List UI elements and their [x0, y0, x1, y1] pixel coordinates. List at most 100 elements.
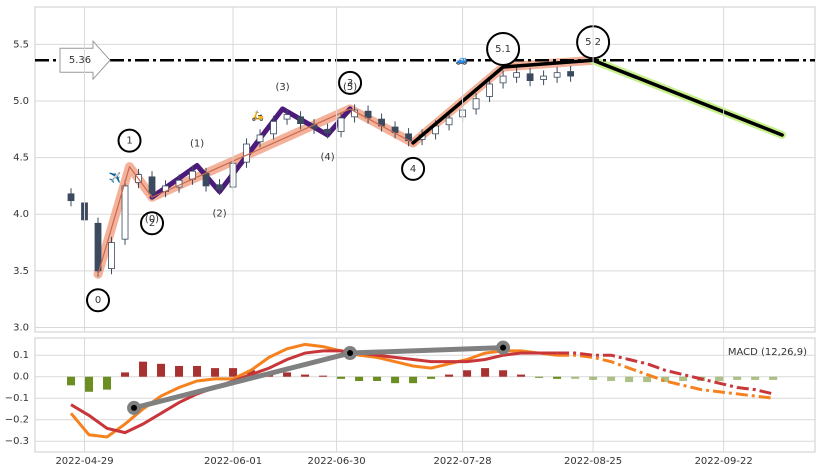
wave-label-circle — [140, 211, 165, 236]
wave-label: 2 — [149, 218, 155, 229]
candle-body — [540, 75, 547, 80]
wave-label-circle — [486, 32, 521, 67]
macd-label: MACD (12,26,9) — [728, 347, 807, 358]
wave-label: (4) — [320, 152, 334, 163]
wave-label: (5) — [343, 82, 357, 93]
wave-label-circle — [86, 288, 111, 313]
candle-body — [202, 173, 210, 187]
macd-histogram-bar — [85, 376, 94, 392]
macd-histogram-bar — [301, 374, 310, 377]
plot-layer: 3.0 3.5 4.0 4.5 5.0 5.5 5.36 0 1 2 3 4 (0) (1) (2) (3) (… — [5, 7, 815, 467]
macd-histogram-bar — [643, 376, 652, 383]
macd-histogram-bar — [175, 365, 184, 377]
candle-body — [67, 193, 75, 202]
macd-histogram-bar — [589, 376, 598, 380]
y-tick-label: 0.0 — [13, 372, 29, 383]
macd-histogram-bar — [535, 376, 544, 378]
macd-histogram-bar — [229, 368, 238, 377]
y-tick-label: 0.1 — [13, 350, 29, 361]
macd-histogram-bar — [373, 376, 382, 382]
wave-label: (2) — [212, 209, 226, 220]
x-tick-label: 2022-07-28 — [434, 456, 492, 467]
candle-body — [513, 72, 520, 78]
macd-histogram-bar — [481, 368, 490, 377]
macd-histogram-bar — [499, 370, 508, 377]
candle-body — [526, 73, 534, 82]
wave-label-circle — [338, 70, 363, 95]
macd-histogram-bar — [661, 376, 670, 383]
x-tick-label: 2022-06-01 — [204, 456, 262, 467]
trend-point-center — [131, 404, 138, 411]
candle-body — [243, 143, 250, 163]
wave-label: 5.1 — [495, 44, 511, 55]
macd-histogram-bar — [715, 376, 724, 382]
x-tick-label: 2022-09-22 — [695, 456, 753, 467]
x-tick-label: 2022-04-29 — [55, 456, 113, 467]
candle-body — [148, 176, 156, 195]
macd-histogram-bar — [409, 376, 418, 384]
candle-body — [94, 222, 102, 272]
y-tick-label: 5.0 — [13, 96, 29, 107]
macd-histogram-bar — [67, 376, 76, 386]
x-tick-label: 2022-06-30 — [307, 456, 365, 467]
macd-histogram-bar — [319, 375, 328, 377]
macd-histogram-bar — [337, 376, 346, 379]
macd-histogram-bar — [139, 361, 148, 377]
macd-histogram-bar — [553, 376, 562, 379]
y-tick-label: 4.0 — [13, 209, 29, 220]
trend-point-center — [500, 344, 507, 351]
candle-body — [472, 98, 480, 110]
wave-label-circle — [401, 156, 426, 181]
price-frame — [34, 6, 816, 333]
y-tick-label: 3.0 — [13, 322, 29, 333]
candle-body — [283, 114, 291, 120]
candle-body — [337, 117, 345, 132]
macd-histogram-bar — [463, 370, 472, 377]
main-wave-core — [97, 108, 414, 275]
candle-body — [270, 120, 277, 135]
y-tick-label: 4.5 — [13, 153, 29, 164]
macd-histogram-bar — [517, 374, 526, 377]
candle-body — [297, 116, 304, 125]
y-tick-label: −0.2 — [5, 415, 29, 426]
candle-body — [445, 117, 453, 126]
macd-histogram-bar — [427, 376, 436, 379]
icon: ✈️ — [109, 171, 122, 184]
macd-histogram-bar — [355, 376, 364, 382]
macd-histogram-bar — [445, 374, 454, 377]
wave-label: 1 — [126, 136, 132, 147]
y-tick-label: 3.5 — [13, 266, 29, 277]
candle-body — [256, 134, 264, 143]
trend-point-center — [347, 350, 354, 357]
macd-histogram-bar — [625, 376, 634, 383]
icon: 🚙 — [456, 55, 468, 66]
macd-histogram-bar — [193, 365, 202, 377]
wave-label: (0) — [145, 214, 159, 225]
macd-line — [557, 353, 774, 400]
macd-histogram-bar — [157, 363, 166, 377]
macd-histogram-bar — [607, 376, 616, 382]
macd-histogram-bar — [769, 376, 778, 380]
candle-body — [553, 72, 561, 78]
candle-body — [121, 185, 129, 240]
candle-body — [499, 75, 507, 84]
signal-line — [557, 351, 774, 396]
projection-line — [591, 58, 784, 137]
macd-histogram-bar — [211, 368, 220, 377]
macd-histogram-bar — [733, 376, 742, 380]
macd-frame — [34, 337, 816, 453]
signal-line — [70, 349, 558, 435]
macd-histogram-bar — [571, 376, 580, 379]
y-tick-label: −0.1 — [5, 393, 29, 404]
wave-label-circle — [117, 128, 142, 153]
candle-body — [108, 242, 115, 269]
candle-body — [567, 71, 575, 77]
macd-histogram-bar — [283, 372, 292, 377]
wave-label: (1) — [190, 139, 204, 150]
wave-label: 0 — [95, 295, 101, 306]
macd-histogram-bar — [121, 372, 130, 377]
icon: 🛵 — [252, 110, 265, 122]
y-tick-label: −0.3 — [5, 436, 29, 447]
wave-label: (3) — [275, 82, 289, 93]
